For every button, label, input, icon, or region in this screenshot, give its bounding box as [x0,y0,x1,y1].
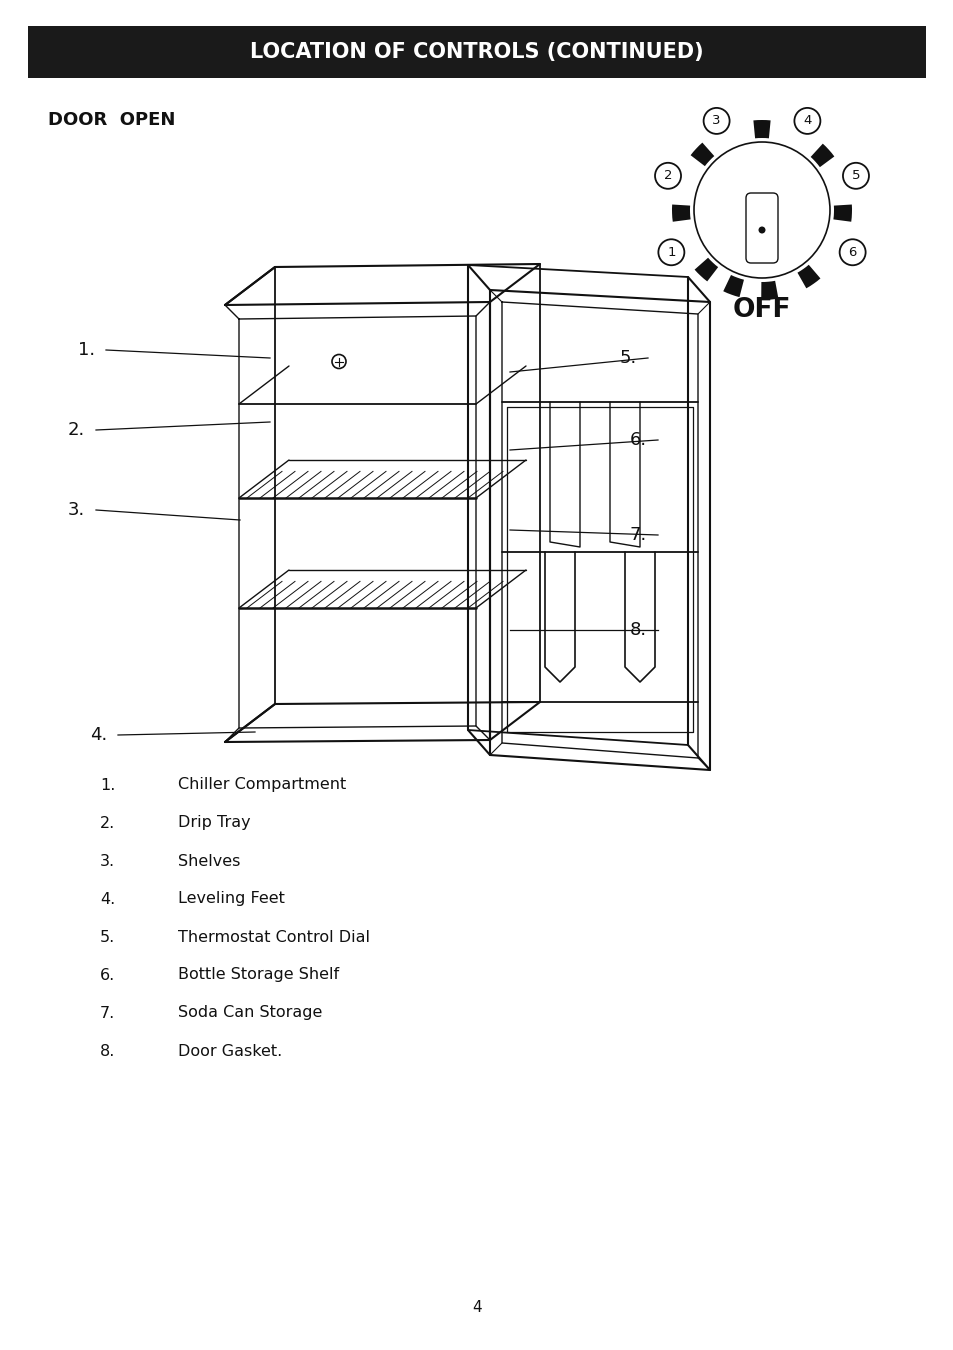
Text: 1: 1 [666,246,675,259]
Wedge shape [690,143,714,166]
Wedge shape [722,275,743,297]
Text: Shelves: Shelves [178,853,240,868]
Text: 1.: 1. [100,778,115,792]
Text: 8.: 8. [629,621,646,639]
Circle shape [655,163,680,189]
Text: 4.: 4. [100,891,115,906]
Text: 5.: 5. [619,350,637,367]
Text: Door Gasket.: Door Gasket. [178,1044,282,1058]
Text: Drip Tray: Drip Tray [178,815,251,830]
Text: 6.: 6. [100,968,115,983]
Text: LOCATION OF CONTROLS (CONTINUED): LOCATION OF CONTROLS (CONTINUED) [250,42,703,62]
Text: 8.: 8. [100,1044,115,1058]
Text: 7.: 7. [100,1006,115,1021]
Text: 4: 4 [802,115,811,127]
Text: 6: 6 [847,246,856,259]
Text: Leveling Feet: Leveling Feet [178,891,285,906]
Circle shape [794,108,820,134]
Circle shape [703,108,729,134]
FancyBboxPatch shape [745,193,778,263]
Text: 7.: 7. [629,526,646,544]
Wedge shape [671,204,690,221]
Text: 2.: 2. [100,815,115,830]
Wedge shape [694,258,718,281]
Wedge shape [797,265,820,289]
Text: 1.: 1. [78,342,95,359]
Wedge shape [760,281,778,300]
Wedge shape [833,204,851,221]
Wedge shape [753,120,770,138]
Circle shape [839,239,864,265]
Text: 4.: 4. [90,726,107,744]
Circle shape [842,163,868,189]
Text: OFF: OFF [732,297,790,323]
Text: Bottle Storage Shelf: Bottle Storage Shelf [178,968,338,983]
Text: 2: 2 [663,169,672,182]
Text: 5.: 5. [100,930,115,945]
Text: 2.: 2. [68,421,85,439]
Text: Soda Can Storage: Soda Can Storage [178,1006,322,1021]
Text: DOOR  OPEN: DOOR OPEN [48,111,175,130]
Text: 3: 3 [712,115,720,127]
Circle shape [758,227,764,234]
Text: Thermostat Control Dial: Thermostat Control Dial [178,930,370,945]
Wedge shape [810,143,834,167]
Text: 3.: 3. [68,501,85,518]
Text: 4: 4 [472,1300,481,1315]
Bar [28,26,925,78]
Circle shape [693,142,829,278]
Text: Chiller Compartment: Chiller Compartment [178,778,346,792]
Text: 6.: 6. [629,431,646,450]
Text: 3.: 3. [100,853,115,868]
Circle shape [658,239,683,265]
Text: 5: 5 [851,169,860,182]
